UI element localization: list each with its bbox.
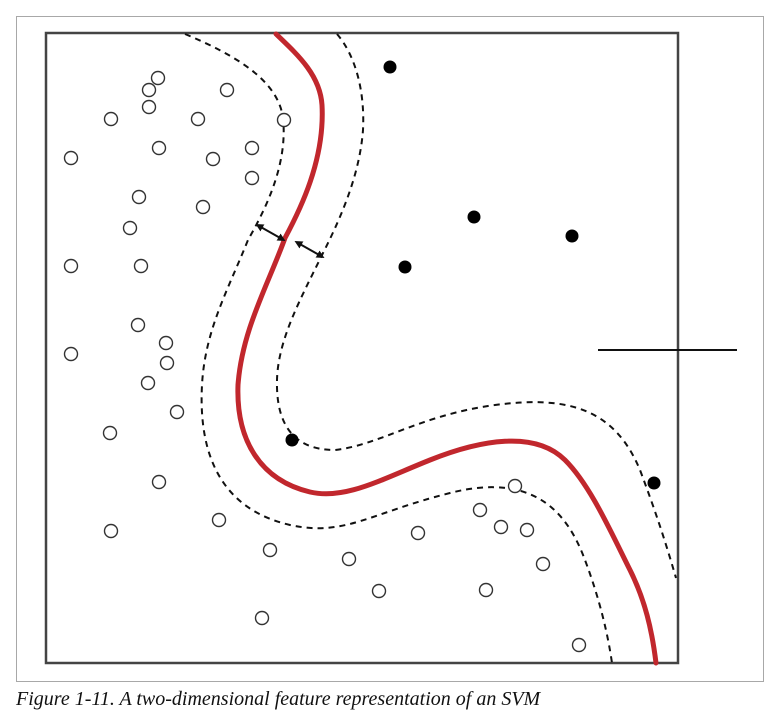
negative-point — [190, 111, 206, 127]
negative-point — [63, 258, 79, 274]
positive-points — [285, 60, 661, 490]
decision-boundary — [235, 31, 659, 666]
negative-point — [211, 512, 227, 528]
negative-point — [571, 637, 587, 653]
margin-line-right — [275, 33, 677, 579]
negative-point — [151, 474, 167, 490]
margin-arrow-left — [255, 224, 286, 241]
negative-point — [151, 140, 167, 156]
negative-point — [102, 425, 118, 441]
negative-point — [133, 258, 149, 274]
negative-point — [130, 317, 146, 333]
negative-point — [535, 556, 551, 572]
positive-point — [383, 60, 397, 74]
negative-point — [478, 582, 494, 598]
negative-point — [205, 151, 221, 167]
positive-point — [398, 260, 412, 274]
positive-point — [565, 229, 579, 243]
negative-point — [262, 542, 278, 558]
negative-point — [150, 70, 166, 86]
negative-point — [472, 502, 488, 518]
svm-diagram — [44, 31, 737, 666]
negative-point — [158, 335, 174, 351]
negative-point — [371, 583, 387, 599]
negative-points — [63, 70, 587, 653]
negative-point — [341, 551, 357, 567]
negative-point — [219, 82, 235, 98]
negative-point — [103, 111, 119, 127]
positive-point — [467, 210, 481, 224]
negative-point — [276, 112, 292, 128]
positive-point — [647, 476, 661, 490]
negative-point — [254, 610, 270, 626]
negative-point — [63, 346, 79, 362]
negative-point — [159, 355, 175, 371]
plot-area-box — [44, 31, 680, 665]
negative-point — [131, 189, 147, 205]
negative-point — [244, 170, 260, 186]
negative-point — [507, 478, 523, 494]
negative-point — [103, 523, 119, 539]
negative-point — [410, 525, 426, 541]
figure-caption: Figure 1-11. A two-dimensional feature r… — [16, 688, 541, 710]
negative-point — [195, 199, 211, 215]
negative-point — [169, 404, 185, 420]
negative-point — [63, 150, 79, 166]
negative-point — [519, 522, 535, 538]
negative-point — [140, 375, 156, 391]
negative-point — [141, 99, 157, 115]
negative-point — [493, 519, 509, 535]
positive-point — [285, 433, 299, 447]
negative-point — [244, 140, 260, 156]
margin-arrow-right — [294, 241, 325, 258]
negative-point — [122, 220, 138, 236]
negative-point — [141, 82, 157, 98]
